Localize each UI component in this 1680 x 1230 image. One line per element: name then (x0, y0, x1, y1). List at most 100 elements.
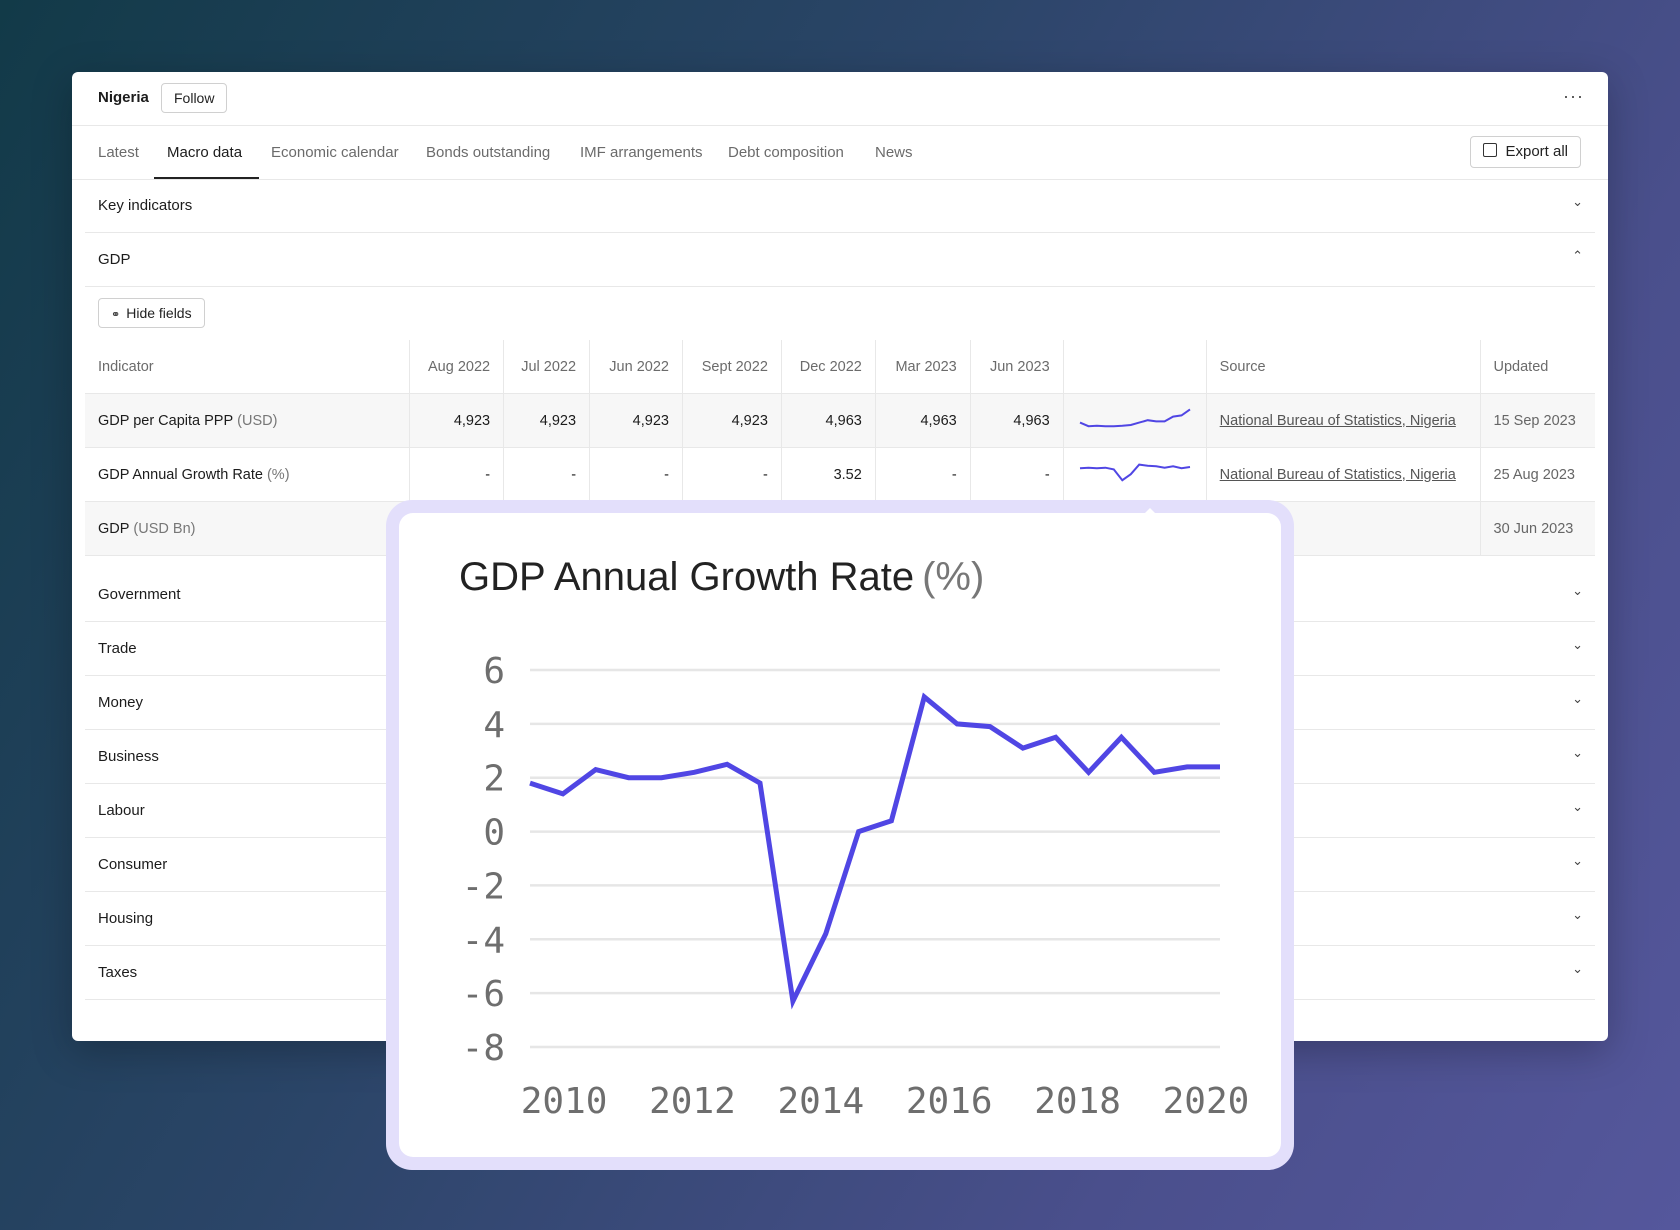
updated-date: 30 Jun 2023 (1480, 501, 1595, 556)
chevron-down-icon: ⌄ (1572, 799, 1583, 814)
chevron-down-icon: ⌄ (1572, 961, 1583, 976)
active-tab-indicator (154, 177, 259, 179)
top-bar: Nigeria Follow ··· (72, 72, 1608, 126)
indicator-name: GDP Annual Growth Rate (98, 466, 263, 483)
sparkline-path (1079, 463, 1190, 482)
indicator-name: GDP per Capita PPP (98, 412, 234, 429)
chevron-down-icon: ⌄ (1572, 691, 1583, 706)
column-header: Source (1206, 340, 1481, 394)
section-label: Key indicators (98, 197, 193, 214)
table-cell: 3.52 (781, 447, 876, 502)
column-header (1063, 340, 1207, 394)
section-label: Taxes (98, 964, 138, 981)
table-cell: 4,963 (970, 393, 1064, 448)
more-icon[interactable]: ··· (1563, 86, 1584, 106)
column-header: Dec 2022 (781, 340, 876, 394)
tab-bonds-outstanding[interactable]: Bonds outstanding (426, 144, 551, 161)
section-label: Government (98, 586, 181, 603)
column-header: Jul 2022 (503, 340, 591, 394)
column-header: Mar 2023 (875, 340, 971, 394)
tab-news[interactable]: News (875, 144, 913, 161)
export-icon (1483, 143, 1498, 157)
x-tick-label: 2012 (649, 1081, 736, 1122)
section-label: Housing (98, 910, 154, 927)
follow-button[interactable]: Follow (161, 83, 228, 113)
tab-latest[interactable]: Latest (98, 144, 139, 161)
source-link[interactable]: National Bureau of Statistics, Nigeria (1219, 412, 1456, 429)
series-line (529, 692, 1220, 1010)
eye-off-icon: ⚭ (111, 309, 121, 321)
x-tick-label: 2018 (1034, 1081, 1121, 1122)
tab-economic-calendar[interactable]: Economic calendar (271, 144, 399, 161)
table-cell: - (589, 447, 683, 502)
y-tick-label: 2 (483, 759, 505, 800)
column-header: Jun 2023 (970, 340, 1064, 394)
table-cell: - (409, 447, 505, 502)
y-tick-label: -8 (462, 1028, 505, 1069)
y-tick-label: -4 (462, 920, 505, 961)
sparkline-path (1079, 408, 1191, 427)
indicator-unit: (USD) (237, 412, 278, 429)
section-label: GDP (98, 251, 131, 268)
chevron-down-icon: ⌄ (1572, 637, 1583, 652)
column-header: Updated (1480, 340, 1595, 394)
hide-fields-button[interactable]: ⚭ Hide fields (98, 298, 205, 328)
table-cell: - (970, 447, 1064, 502)
x-tick-label: 2014 (777, 1081, 864, 1122)
column-header: Aug 2022 (409, 340, 505, 394)
sparkline-cell[interactable] (1063, 393, 1207, 448)
section-label: Trade (98, 640, 137, 657)
section-gdp[interactable]: GDP ⌃ (85, 233, 1595, 287)
chart-popup: GDP Annual Growth Rate (%) 6 4 2 0 -2 -4 -6 -8 20… (399, 513, 1281, 1157)
table-cell: - (682, 447, 782, 502)
hide-fields-label: Hide fields (126, 305, 192, 321)
sparkline-cell[interactable] (1063, 447, 1207, 502)
chevron-down-icon: ⌄ (1572, 745, 1583, 760)
tab-debt-composition[interactable]: Debt composition (728, 144, 844, 161)
sparkline-per-capita (1079, 408, 1191, 427)
x-tick-label: 2016 (906, 1081, 993, 1122)
section-label: Consumer (98, 856, 168, 873)
sparkline-growth (1079, 463, 1190, 482)
export-all-button[interactable]: Export all (1470, 136, 1581, 168)
table-cell: 4,923 (503, 393, 591, 448)
table-cell: 4,963 (781, 393, 876, 448)
indicator-unit: (%) (266, 466, 290, 483)
table-row[interactable]: GDP per Capita PPP (USD) 4,923 4,923 4,92… (85, 393, 1595, 448)
tab-macro-data[interactable]: Macro data (167, 144, 243, 161)
country-name: Nigeria (98, 89, 149, 106)
chevron-up-icon: ⌃ (1572, 248, 1583, 263)
table-cell: - (503, 447, 591, 502)
section-label: Money (98, 694, 144, 711)
table-cell: 4,963 (875, 393, 971, 448)
table-cell: 4,923 (409, 393, 505, 448)
y-tick-label: 0 (483, 813, 505, 854)
column-header: Indicator (85, 340, 411, 394)
table-header-row: Indicator Aug 2022 Jul 2022 Jun 2022 Sep… (85, 340, 1595, 394)
column-header: Sept 2022 (682, 340, 782, 394)
tab-bar: Latest Macro data Economic calendar Bond… (72, 126, 1608, 180)
column-header: Jun 2022 (589, 340, 683, 394)
y-tick-label: -6 (462, 974, 505, 1015)
updated-date: 15 Sep 2023 (1480, 393, 1595, 448)
y-tick-label: -2 (462, 866, 505, 907)
export-label: Export all (1505, 143, 1568, 160)
x-tick-label: 2020 (1163, 1081, 1250, 1122)
section-key-indicators[interactable]: Key indicators ⌄ (85, 179, 1595, 233)
section-label: Business (98, 748, 159, 765)
popup-title-unit: (%) (922, 555, 985, 599)
source-link[interactable]: National Bureau of Statistics, Nigeria (1219, 466, 1456, 483)
table-cell: 4,923 (589, 393, 683, 448)
table-row[interactable]: GDP Annual Growth Rate (%) - - - - 3.52 -… (85, 447, 1595, 502)
y-tick-label: 6 (483, 651, 505, 692)
table-cell: - (875, 447, 971, 502)
popup-title: GDP Annual Growth Rate (%) (459, 555, 984, 600)
section-label: Labour (98, 802, 145, 819)
tab-imf-arrangements[interactable]: IMF arrangements (580, 144, 703, 161)
updated-date: 25 Aug 2023 (1480, 447, 1595, 502)
indicator-unit: (USD Bn) (133, 520, 196, 537)
x-tick-label: 2010 (521, 1081, 608, 1122)
growth-line-chart: 6 4 2 0 -2 -4 -6 -8 2010 2012 2014 2016 2018 2020 (462, 651, 1250, 1122)
table-cell: 4,923 (682, 393, 782, 448)
popup-title-text: GDP Annual Growth Rate (459, 555, 915, 599)
